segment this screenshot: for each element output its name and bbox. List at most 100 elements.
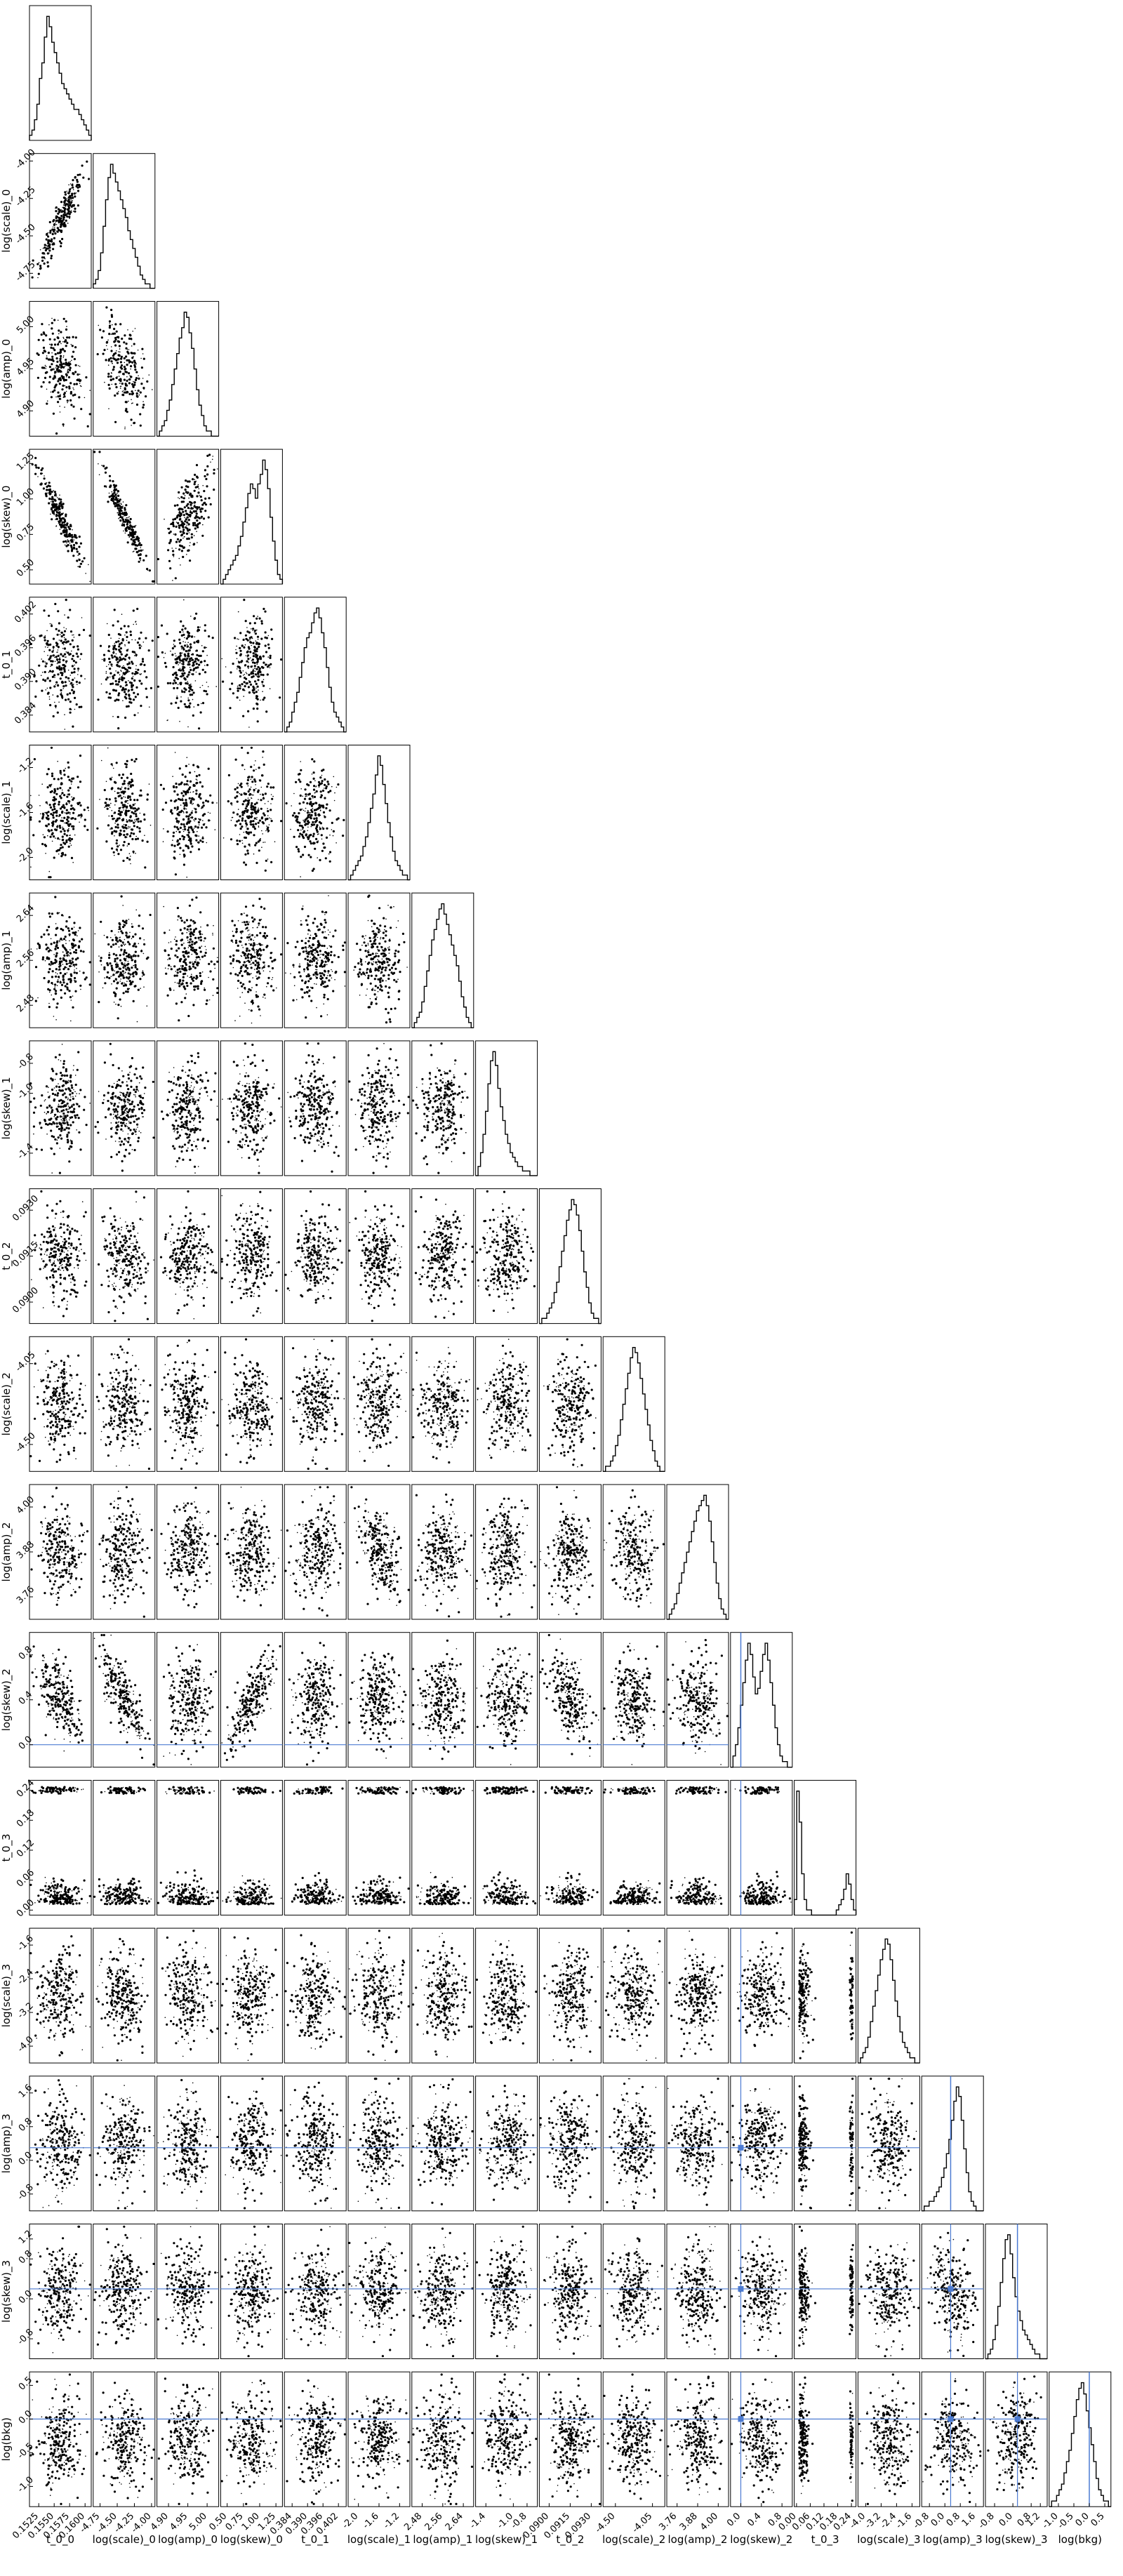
scatter-point bbox=[206, 693, 208, 696]
scatter-point bbox=[163, 905, 164, 908]
panel-4-3 bbox=[220, 597, 283, 733]
scatter-point bbox=[128, 680, 129, 682]
scatter-point bbox=[69, 528, 72, 531]
scatter-point bbox=[41, 958, 44, 961]
scatter-point bbox=[190, 668, 192, 672]
scatter-point bbox=[132, 850, 135, 853]
scatter-point bbox=[251, 1022, 253, 1024]
scatter-point bbox=[192, 962, 194, 966]
scatter-point bbox=[123, 924, 126, 927]
scatter-point bbox=[45, 368, 47, 369]
scatter-point bbox=[134, 543, 137, 547]
scatter-point bbox=[185, 705, 187, 708]
scatter-point bbox=[244, 799, 247, 802]
scatter-point bbox=[145, 395, 147, 398]
scatter-point bbox=[69, 708, 72, 710]
scatter-point bbox=[46, 825, 48, 828]
scatter-point bbox=[333, 776, 335, 778]
scatter-point bbox=[216, 802, 218, 804]
scatter-point bbox=[62, 685, 65, 688]
scatter-point bbox=[113, 332, 116, 335]
scatter-point bbox=[190, 508, 191, 510]
scatter-point bbox=[142, 357, 145, 360]
scatter-point bbox=[304, 810, 306, 812]
scatter-point bbox=[44, 665, 47, 668]
scatter-point bbox=[197, 830, 198, 832]
scatter-point bbox=[125, 990, 128, 993]
scatter-point bbox=[343, 818, 345, 821]
scatter-point bbox=[250, 665, 253, 668]
scatter-point bbox=[78, 396, 81, 399]
scatter-point bbox=[198, 488, 200, 490]
scatter-point bbox=[57, 649, 59, 651]
scatter-point bbox=[140, 383, 143, 385]
scatter-point bbox=[132, 959, 134, 961]
scatter-point bbox=[59, 514, 62, 517]
scatter-point bbox=[178, 638, 181, 641]
scatter-point bbox=[196, 779, 198, 781]
scatter-point bbox=[194, 666, 197, 670]
scatter-point bbox=[307, 830, 309, 832]
scatter-point bbox=[120, 355, 123, 358]
scatter-point bbox=[59, 839, 60, 840]
scatter-point bbox=[337, 783, 340, 786]
scatter-point bbox=[326, 781, 329, 783]
scatter-point bbox=[53, 319, 56, 321]
scatter-point bbox=[60, 927, 62, 931]
scatter-point bbox=[142, 378, 144, 379]
scatter-point bbox=[246, 627, 248, 628]
scatter-point bbox=[200, 507, 202, 509]
scatter-point bbox=[243, 831, 245, 833]
scatter-point bbox=[261, 967, 263, 969]
scatter-point bbox=[120, 776, 123, 779]
scatter-point bbox=[57, 778, 60, 781]
scatter-point bbox=[50, 513, 51, 515]
scatter-point bbox=[46, 246, 48, 247]
scatter-point bbox=[113, 495, 115, 496]
scatter-point bbox=[204, 629, 206, 632]
scatter-point bbox=[180, 917, 182, 919]
scatter-point bbox=[67, 838, 70, 841]
scatter-point bbox=[130, 376, 133, 378]
scatter-point bbox=[184, 997, 187, 1000]
scatter-point bbox=[108, 957, 111, 960]
scatter-point bbox=[126, 639, 128, 642]
scatter-point bbox=[51, 772, 54, 775]
scatter-point bbox=[213, 468, 215, 471]
scatter-point bbox=[60, 689, 62, 692]
scatter-point bbox=[252, 672, 255, 675]
scatter-point bbox=[312, 868, 315, 870]
scatter-point bbox=[267, 643, 270, 646]
scatter-point bbox=[313, 760, 316, 763]
scatter-point bbox=[54, 656, 55, 658]
scatter-point bbox=[187, 826, 190, 829]
scatter-point bbox=[65, 213, 67, 217]
scatter-point bbox=[250, 935, 251, 937]
scatter-point bbox=[197, 542, 198, 543]
scatter-point bbox=[65, 641, 67, 644]
scatter-point bbox=[192, 941, 194, 942]
scatter-point bbox=[111, 663, 112, 665]
scatter-point bbox=[247, 790, 250, 793]
scatter-point bbox=[200, 660, 203, 663]
scatter-point bbox=[201, 508, 204, 510]
scatter-point bbox=[241, 819, 244, 822]
scatter-point bbox=[260, 943, 262, 945]
scatter-point bbox=[185, 637, 188, 640]
scatter-point bbox=[77, 555, 79, 557]
scatter-point bbox=[48, 1006, 51, 1009]
scatter-point bbox=[198, 939, 200, 941]
scatter-point bbox=[53, 674, 56, 677]
scatter-points bbox=[222, 746, 283, 872]
scatter-point bbox=[125, 408, 128, 411]
scatter-point bbox=[187, 947, 190, 948]
scatter-point bbox=[324, 816, 326, 818]
scatter-point bbox=[195, 778, 197, 780]
scatter-point bbox=[63, 534, 66, 537]
scatter-point bbox=[55, 850, 58, 853]
scatter-point bbox=[230, 962, 232, 965]
scatter-point bbox=[70, 844, 72, 846]
scatter-point bbox=[128, 967, 131, 969]
scatter-point bbox=[246, 656, 248, 658]
scatter-point bbox=[175, 674, 178, 677]
